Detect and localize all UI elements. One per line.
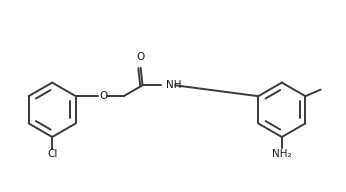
Text: Cl: Cl [47, 149, 57, 159]
Text: O: O [99, 91, 108, 101]
Text: NH: NH [166, 80, 182, 90]
Text: NH₂: NH₂ [272, 149, 292, 159]
Text: O: O [137, 52, 145, 62]
